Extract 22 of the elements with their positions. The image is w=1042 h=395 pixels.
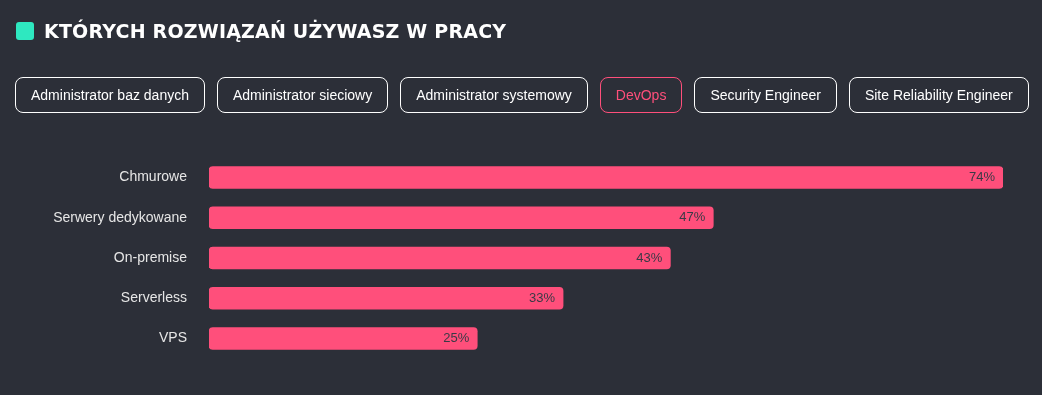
text: Site Reliability Engineer	[848, 77, 1029, 113]
y-tick-label: Serverless	[120, 289, 187, 306]
data-label: 25%	[443, 330, 470, 346]
chart-title: KTÓRYCH ROZWIĄZAŃ UŻYWASZ W PRACY	[44, 20, 507, 42]
bar	[209, 246, 671, 270]
data-label: 47%	[679, 209, 706, 225]
text: Administrator systemowy	[400, 77, 588, 113]
y-tick-label: Chmurowe	[119, 168, 188, 185]
data-label: 33%	[529, 289, 556, 305]
text: Administrator baz danych	[15, 77, 205, 113]
bar	[209, 286, 564, 310]
data-label: 43%	[636, 249, 663, 265]
bar	[209, 206, 714, 230]
bar	[209, 166, 1003, 189]
text: DevOps	[599, 77, 683, 113]
data-label: 74%	[968, 169, 996, 185]
text: Security Engineer	[694, 77, 837, 113]
bar	[209, 327, 478, 350]
y-tick-label: On-premise	[113, 248, 188, 265]
y-tick-label: VPS	[158, 329, 187, 346]
y-tick-label: Serwery dedykowane	[53, 208, 188, 225]
text: Administrator sieciowy	[216, 77, 389, 113]
